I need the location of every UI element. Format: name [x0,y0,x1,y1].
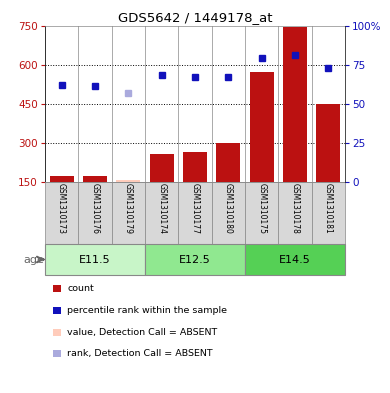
Bar [45,244,145,275]
Bar [216,143,240,182]
Text: E12.5: E12.5 [179,255,211,264]
Bar [316,103,340,182]
Bar [178,182,212,244]
Bar [50,176,74,182]
Bar [45,182,78,244]
Text: GSM1310179: GSM1310179 [124,184,133,234]
Text: GSM1310173: GSM1310173 [57,184,66,234]
Bar [312,182,345,244]
Title: GDS5642 / 1449178_at: GDS5642 / 1449178_at [118,11,272,24]
Bar [250,72,274,182]
Bar [283,27,307,182]
Bar [83,176,107,182]
Text: age: age [23,255,44,264]
Text: GSM1310176: GSM1310176 [90,184,99,234]
Bar [78,182,112,244]
Text: GSM1310175: GSM1310175 [257,184,266,234]
Text: E11.5: E11.5 [79,255,111,264]
Bar [245,244,345,275]
Bar [145,244,245,275]
Text: count: count [67,285,94,293]
Text: GSM1310174: GSM1310174 [157,184,166,234]
Text: E14.5: E14.5 [279,255,311,264]
Bar [116,180,140,182]
Bar [150,154,174,182]
Bar [112,182,145,244]
Bar [183,152,207,182]
Bar [245,182,278,244]
Text: GSM1310180: GSM1310180 [224,184,233,234]
Text: GSM1310181: GSM1310181 [324,184,333,234]
Bar [212,182,245,244]
Text: GSM1310178: GSM1310178 [291,184,300,234]
Text: rank, Detection Call = ABSENT: rank, Detection Call = ABSENT [67,349,213,358]
Bar [145,182,178,244]
Text: value, Detection Call = ABSENT: value, Detection Call = ABSENT [67,328,217,336]
Bar [278,182,312,244]
Text: percentile rank within the sample: percentile rank within the sample [67,306,227,315]
Text: GSM1310177: GSM1310177 [190,184,200,234]
